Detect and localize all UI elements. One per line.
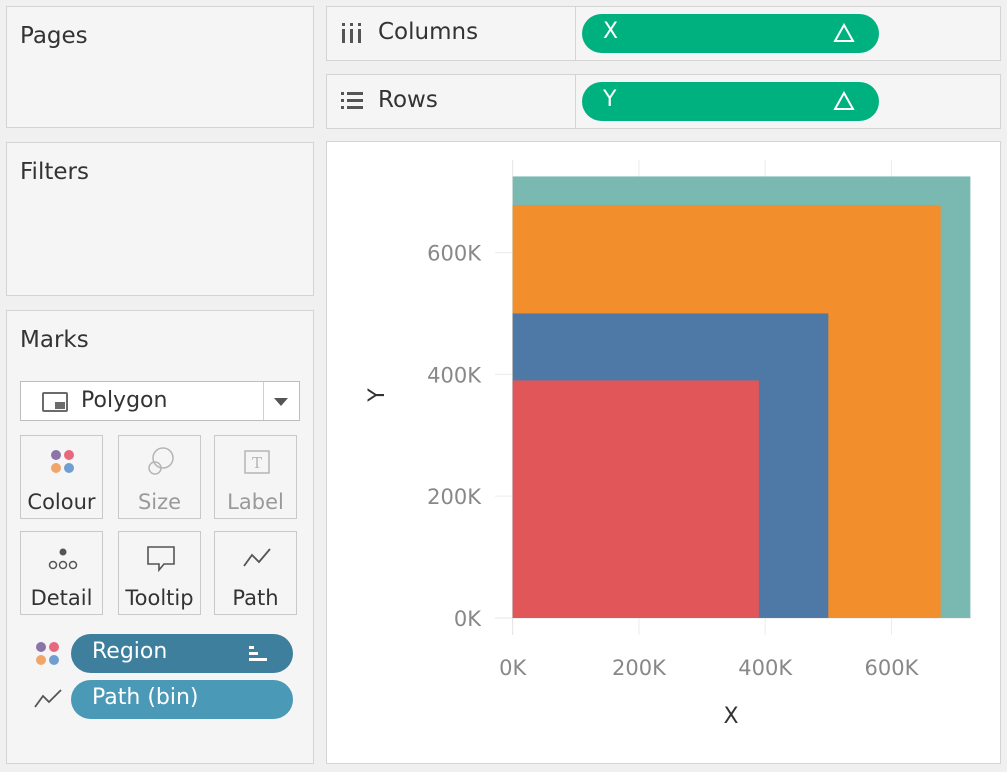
rows-shelf[interactable]: Rows Y — [326, 74, 1001, 129]
size-button[interactable]: Size — [118, 435, 201, 519]
polygon-mark-3[interactable] — [512, 380, 759, 618]
x-tick-label: 200K — [612, 656, 667, 680]
colour-label: Colour — [27, 490, 96, 514]
pages-title: Pages — [20, 23, 88, 49]
polygon-marks[interactable] — [512, 176, 971, 618]
columns-label: Columns — [378, 19, 479, 45]
size-icon — [148, 447, 174, 475]
x-tick-label: 400K — [738, 656, 793, 680]
columns-shelf[interactable]: Columns X — [326, 6, 1001, 61]
pages-card[interactable]: Pages — [6, 6, 314, 128]
size-label: Size — [137, 490, 182, 514]
colour-icon — [51, 450, 74, 473]
y-field-label: Y — [603, 87, 617, 112]
y-tick-label: 600K — [427, 242, 482, 266]
path-bin-field-pill[interactable]: Path (bin) — [71, 680, 293, 719]
path-button[interactable]: Path — [214, 531, 297, 615]
path-icon — [243, 548, 271, 567]
mark-type-label: Polygon — [81, 388, 168, 413]
chart-view[interactable]: 0K 200K 400K 600K 0K 200K 400K 600K X Y — [326, 141, 1001, 764]
path-bin-field-label: Path (bin) — [92, 685, 199, 710]
y-tick-label: 400K — [427, 363, 482, 387]
mark-type-dropdown[interactable]: Polygon — [20, 381, 300, 421]
chevron-down-icon[interactable] — [274, 398, 288, 406]
detail-button[interactable]: Detail — [20, 531, 103, 615]
y-tick-label: 0K — [454, 607, 482, 631]
dropdown-divider — [263, 382, 264, 420]
x-tick-label: 0K — [499, 656, 527, 680]
tooltip-icon — [147, 546, 175, 573]
tooltip-button[interactable]: Tooltip — [118, 531, 201, 615]
detail-label: Detail — [30, 586, 93, 610]
colour-encoding-icon — [36, 642, 59, 665]
axes: 0K 200K 400K 600K 0K 200K 400K 600K — [427, 242, 919, 680]
chart-svg[interactable]: 0K 200K 400K 600K 0K 200K 400K 600K X Y — [327, 142, 1000, 763]
shelf-divider — [575, 7, 576, 60]
columns-icon — [342, 23, 361, 43]
delta-icon — [833, 91, 855, 110]
x-field-pill[interactable]: X — [582, 14, 879, 53]
y-axis-title: Y — [365, 388, 390, 403]
y-field-pill[interactable]: Y — [582, 82, 879, 121]
path-encoding-icon — [34, 689, 62, 708]
marks-title: Marks — [20, 327, 89, 353]
svg-text:T: T — [252, 454, 262, 472]
sort-icon[interactable] — [247, 643, 269, 665]
path-label: Path — [232, 586, 279, 610]
label-icon: T — [244, 450, 270, 474]
rows-icon — [341, 92, 363, 109]
colour-button[interactable]: Colour — [20, 435, 103, 519]
y-tick-label: 200K — [427, 485, 482, 509]
x-axis-title: X — [723, 704, 738, 729]
region-field-pill[interactable]: Region — [71, 634, 293, 673]
shelf-divider — [575, 75, 576, 128]
polygon-icon — [42, 392, 68, 412]
x-field-label: X — [603, 19, 619, 44]
tooltip-label: Tooltip — [125, 586, 194, 610]
marks-card: Marks Polygon Colour Size T Label — [6, 310, 314, 764]
detail-icon — [48, 548, 78, 570]
x-tick-label: 600K — [865, 656, 920, 680]
filters-title: Filters — [20, 159, 89, 185]
label-label: Label — [227, 490, 284, 514]
rows-label: Rows — [378, 87, 438, 113]
delta-icon — [833, 23, 855, 42]
label-button[interactable]: T Label — [214, 435, 297, 519]
region-field-label: Region — [92, 639, 168, 664]
filters-card[interactable]: Filters — [6, 142, 314, 296]
